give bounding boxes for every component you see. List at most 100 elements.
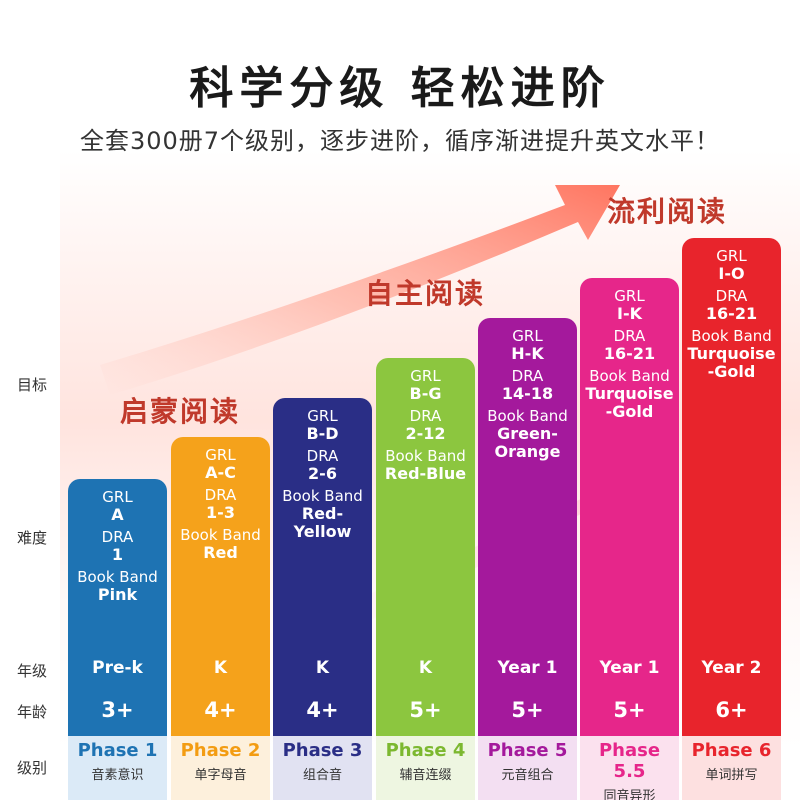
phase-name: Phase 5: [487, 740, 568, 761]
phase-cell: Phase 3 组合音: [273, 736, 372, 800]
phase-description: 组合音: [302, 768, 342, 783]
grl-label: GRL: [614, 287, 645, 305]
level-column: GRL B-D DRA 2-6 Book Band Red- Yellow K 4+: [273, 398, 372, 736]
phase-description: 同音异形: [603, 789, 656, 800]
level-column: GRL I-O DRA 16-21 Book Band Turquoise -Gold Yea…: [682, 238, 781, 736]
phase-description: 辅音连缀: [399, 768, 452, 783]
difficulty-spec: GRL B-G DRA 2-12 Book Band Red-Blue: [376, 368, 475, 488]
page-subtitle: 全套300册7个级别，逐步进阶，循序渐进提升英文水平！: [79, 127, 721, 155]
dra-value: 2-12: [405, 424, 446, 443]
dra-label: DRA: [101, 528, 134, 546]
row-label-target: 目标: [16, 376, 47, 394]
grl-label: GRL: [102, 488, 133, 506]
age-value: 4+: [204, 698, 237, 722]
grl-label: GRL: [205, 446, 236, 464]
stage-label-fluent: 流利阅读: [607, 195, 728, 228]
row-label-level: 级别: [16, 759, 47, 777]
grl-label: GRL: [307, 407, 338, 425]
grade-value: K: [418, 658, 433, 678]
grl-value: B-D: [306, 424, 339, 443]
phase-cell: Phase 2 单字母音: [171, 736, 270, 800]
dra-label: DRA: [204, 486, 237, 504]
phase-cell: Phase 5.5 同音异形: [580, 736, 679, 800]
dra-value: 16-21: [603, 344, 656, 363]
dra-value: 16-21: [705, 304, 758, 323]
age-value: 4+: [306, 698, 339, 722]
age-value: 6+: [715, 698, 748, 722]
difficulty-spec: GRL I-K DRA 16-21 Book Band Turquoise -Gold: [580, 288, 679, 426]
phase-description: 元音组合: [501, 768, 554, 783]
grl-label: GRL: [410, 367, 441, 385]
stage-label-independent: 自主阅读: [365, 277, 486, 310]
difficulty-spec: GRL H-K DRA 14-18 Book Band Green- Orange: [478, 328, 577, 466]
grl-value: I-O: [718, 264, 745, 283]
grl-value: I-K: [617, 304, 642, 323]
grade-value: Year 1: [599, 658, 660, 678]
book-band-label: Book Band: [589, 367, 670, 385]
book-band-label: Book Band: [385, 447, 466, 465]
dra-value: 14-18: [501, 384, 554, 403]
grade-value: K: [213, 658, 228, 678]
phase-cell: Phase 4 辅音连缀: [376, 736, 475, 800]
book-band-label: Book Band: [487, 407, 568, 425]
book-band-label: Book Band: [691, 327, 772, 345]
phase-cell: Phase 6 单词拼写: [682, 736, 781, 800]
phase-cell: Phase 5 元音组合: [478, 736, 577, 800]
page-title: 科学分级 轻松进阶: [189, 63, 611, 114]
difficulty-spec: GRL I-O DRA 16-21 Book Band Turquoise -Gold: [682, 248, 781, 386]
dra-label: DRA: [409, 407, 442, 425]
dra-label: DRA: [613, 327, 646, 345]
row-label-age: 年龄: [16, 703, 47, 721]
phase-name: Phase 1: [77, 740, 158, 761]
book-band-value: Red-Blue: [384, 464, 467, 483]
book-band-value: Turquoise -Gold: [585, 384, 674, 421]
phase-description: 单词拼写: [705, 768, 758, 783]
book-band-label: Book Band: [282, 487, 363, 505]
phase-name: Phase 2: [180, 740, 261, 761]
grl-label: GRL: [512, 327, 543, 345]
grl-label: GRL: [716, 247, 747, 265]
difficulty-spec: GRL A DRA 1 Book Band Pink: [68, 489, 167, 609]
dra-value: 2-6: [308, 464, 337, 483]
phase-description: 单字母音: [194, 768, 247, 783]
book-band-value: Red: [203, 543, 238, 562]
row-label-grade: 年级: [16, 662, 47, 680]
phase-cell: Phase 1 音素意识: [68, 736, 167, 800]
level-column: GRL I-K DRA 16-21 Book Band Turquoise -Gold Yea…: [580, 278, 679, 736]
phase-name: Phase 5.5: [598, 740, 661, 782]
age-value: 5+: [613, 698, 646, 722]
phase-name: Phase 3: [282, 740, 363, 761]
level-column: GRL H-K DRA 14-18 Book Band Green- Orange Year …: [478, 318, 577, 736]
book-band-label: Book Band: [77, 568, 158, 586]
phase-name: Phase 4: [385, 740, 466, 761]
book-band-label: Book Band: [180, 526, 261, 544]
book-band-value: Turquoise -Gold: [687, 344, 776, 381]
grl-value: H-K: [511, 344, 544, 363]
phase-name: Phase 6: [691, 740, 772, 761]
book-band-value: Green- Orange: [494, 424, 561, 461]
book-band-value: Pink: [97, 585, 138, 604]
age-value: 5+: [409, 698, 442, 722]
phase-description: 音素意识: [91, 768, 144, 783]
difficulty-spec: GRL B-D DRA 2-6 Book Band Red- Yellow: [273, 408, 372, 546]
level-column: GRL A DRA 1 Book Band Pink Pre-k 3+: [68, 479, 167, 736]
stage-label-beginner: 启蒙阅读: [120, 395, 241, 428]
dra-label: DRA: [715, 287, 748, 305]
difficulty-spec: GRL A-C DRA 1-3 Book Band Red: [171, 447, 270, 567]
grade-value: Year 1: [497, 658, 558, 678]
level-column: GRL A-C DRA 1-3 Book Band Red K 4+: [171, 437, 270, 736]
row-label-difficulty: 难度: [16, 529, 47, 547]
grade-value: Pre-k: [92, 658, 143, 678]
age-value: 3+: [101, 698, 134, 722]
dra-value: 1: [111, 545, 124, 564]
grl-value: A: [111, 505, 124, 524]
book-band-value: Red- Yellow: [293, 504, 352, 541]
grl-value: B-G: [409, 384, 442, 403]
dra-label: DRA: [511, 367, 544, 385]
grl-value: A-C: [205, 463, 236, 482]
dra-label: DRA: [306, 447, 339, 465]
level-column: GRL B-G DRA 2-12 Book Band Red-Blue K 5+: [376, 358, 475, 736]
age-value: 5+: [511, 698, 544, 722]
dra-value: 1-3: [206, 503, 235, 522]
grade-value: K: [315, 658, 330, 678]
